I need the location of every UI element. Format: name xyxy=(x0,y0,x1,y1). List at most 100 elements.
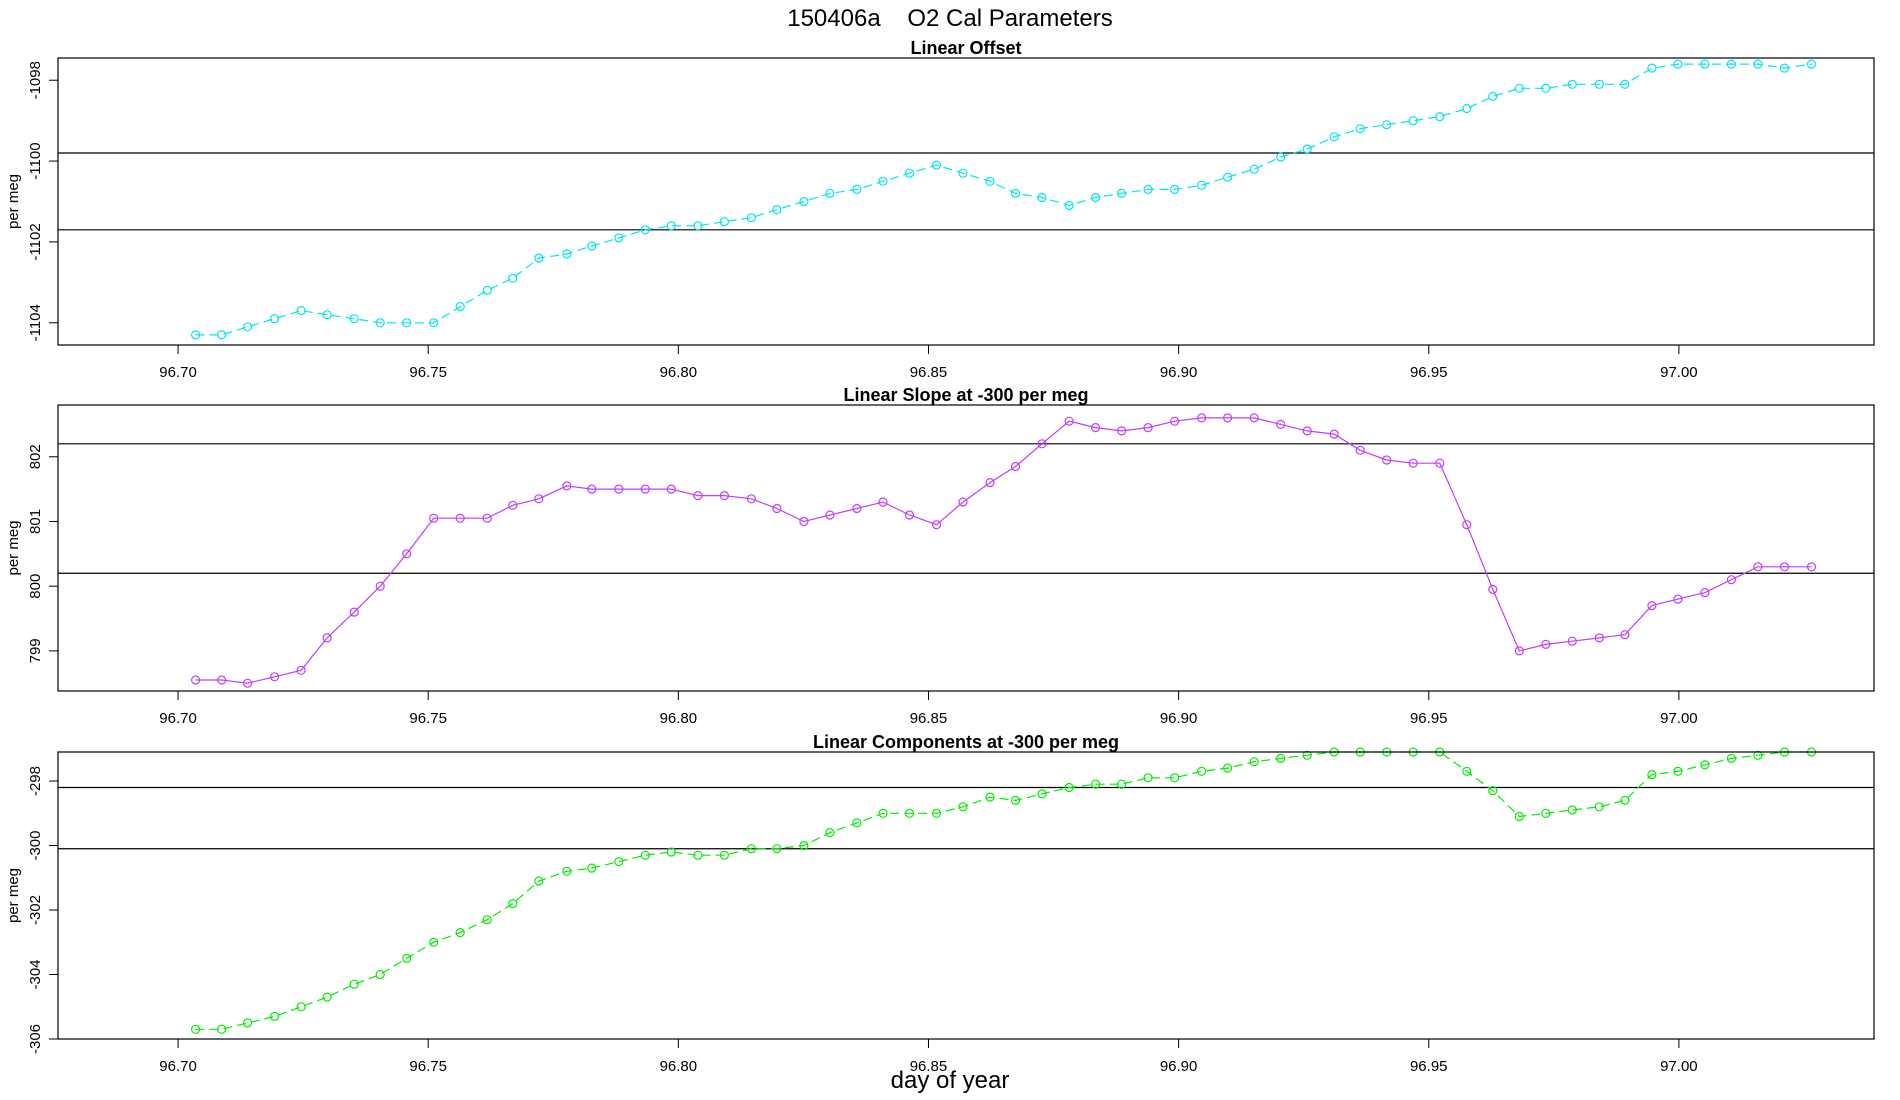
x-tick-label: 96.75 xyxy=(409,364,447,381)
data-point xyxy=(985,478,995,488)
data-point xyxy=(482,513,492,523)
data-point xyxy=(375,318,385,328)
data-point xyxy=(587,863,597,873)
data-point xyxy=(878,808,888,818)
data-point xyxy=(1700,760,1710,770)
data-point xyxy=(587,241,597,251)
data-point xyxy=(772,205,782,215)
x-tick-label: 96.80 xyxy=(660,710,698,727)
data-point xyxy=(1196,180,1207,190)
data-point xyxy=(719,850,730,860)
data-point xyxy=(666,221,676,231)
data-point xyxy=(1647,600,1657,611)
figure-title: 150406a O2 Cal Parameters xyxy=(787,5,1113,32)
data-point xyxy=(1010,188,1021,198)
data-point xyxy=(1355,124,1365,134)
data-point xyxy=(904,168,915,178)
data-point xyxy=(322,310,332,320)
data-point xyxy=(1594,802,1604,812)
data-point xyxy=(1276,152,1286,162)
data-point xyxy=(1779,562,1790,572)
data-point xyxy=(402,953,412,964)
data-point xyxy=(587,484,597,494)
data-point xyxy=(1143,423,1153,433)
data-point xyxy=(270,1011,280,1022)
data-point xyxy=(1169,416,1180,426)
data-point xyxy=(1753,562,1763,572)
data-point xyxy=(1647,63,1657,73)
panel-title: Linear Offset xyxy=(910,38,1021,58)
data-point xyxy=(958,168,968,178)
data-point xyxy=(1462,520,1472,530)
data-point xyxy=(1462,766,1472,776)
x-tick-label: 96.85 xyxy=(910,364,948,381)
x-tick-label: 96.75 xyxy=(409,1058,447,1075)
data-point xyxy=(1514,811,1524,822)
x-tick-label: 96.95 xyxy=(1410,364,1448,381)
data-point xyxy=(349,607,359,617)
data-point xyxy=(640,850,650,860)
data-point xyxy=(1196,413,1207,423)
data-point xyxy=(1169,773,1180,783)
data-point xyxy=(402,549,412,559)
y-tick-label: 801 xyxy=(27,509,44,534)
x-tick-label: 96.90 xyxy=(1160,710,1198,727)
data-point xyxy=(799,516,809,527)
data-point xyxy=(1196,766,1207,776)
data-point xyxy=(614,484,624,494)
data-point xyxy=(1037,192,1047,203)
data-point xyxy=(1435,458,1445,468)
data-point xyxy=(1302,144,1312,154)
data-point xyxy=(1382,120,1392,130)
data-point xyxy=(1276,419,1286,429)
data-point xyxy=(878,176,888,186)
data-point xyxy=(931,520,942,530)
data-point xyxy=(429,513,439,523)
data-point xyxy=(693,491,703,501)
y-tick-label: 799 xyxy=(27,638,44,663)
x-tick-label: 96.80 xyxy=(660,1058,698,1075)
data-point xyxy=(1064,416,1074,426)
data-point xyxy=(746,844,757,854)
data-point xyxy=(534,876,544,886)
y-tick-label: -300 xyxy=(27,831,44,861)
data-point xyxy=(217,675,227,685)
panel-title: Linear Components at -300 per meg xyxy=(813,732,1119,752)
y-tick-label: -304 xyxy=(27,959,44,989)
data-point xyxy=(1594,79,1604,89)
x-tick-label: 96.80 xyxy=(660,364,698,381)
data-point xyxy=(931,808,942,818)
x-tick-label: 96.95 xyxy=(1410,1058,1448,1075)
data-point xyxy=(1726,59,1737,69)
data-point xyxy=(1488,91,1498,102)
data-point xyxy=(1037,439,1047,449)
panel-3: Linear Components at -300 per meg per meg… xyxy=(5,732,1875,1075)
y-tick-label: -298 xyxy=(27,766,44,796)
data-point xyxy=(1302,426,1312,436)
data-point xyxy=(1010,795,1021,806)
data-point xyxy=(243,322,253,332)
data-point xyxy=(1567,79,1577,89)
data-point xyxy=(693,221,703,231)
data-point xyxy=(455,302,465,312)
data-point xyxy=(852,818,862,828)
x-tick-label: 96.75 xyxy=(409,710,447,727)
y-axis-label: per meg xyxy=(5,174,22,229)
data-point xyxy=(666,484,676,494)
data-point xyxy=(904,510,915,520)
data-point xyxy=(1116,426,1127,436)
data-point xyxy=(243,678,253,688)
data-point xyxy=(640,225,650,235)
y-axis-label: per meg xyxy=(5,520,22,575)
data-point xyxy=(1620,630,1630,640)
data-point xyxy=(455,927,465,938)
y-tick-label: -306 xyxy=(27,1024,44,1054)
plot-frame xyxy=(57,751,1875,1040)
data-point xyxy=(1541,639,1551,650)
data-point xyxy=(1037,789,1047,799)
data-point xyxy=(534,494,544,504)
data-point xyxy=(1090,192,1101,203)
data-point xyxy=(1355,445,1365,455)
data-point xyxy=(1700,59,1710,69)
data-point xyxy=(1779,63,1790,73)
